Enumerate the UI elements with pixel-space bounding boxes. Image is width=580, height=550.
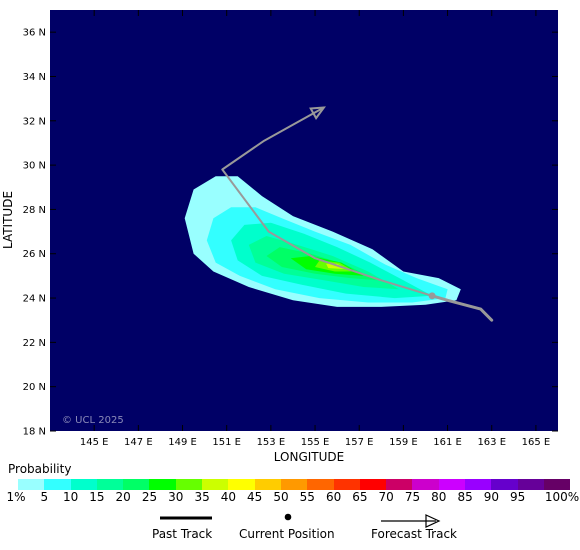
legend-tick: 30	[168, 490, 184, 504]
axis-ticks: 36 N 34 N 32 N 30 N 28 N 26 N 24 N 22 N 20 N 18 N…	[23, 10, 558, 448]
legend-swatch	[123, 479, 150, 490]
legend-swatch	[438, 479, 466, 490]
current-position-label: Current Position	[239, 527, 335, 541]
legend-tick: 85	[457, 490, 473, 504]
lon-tick-label: 163 E	[477, 437, 506, 448]
legend-tick: 100%	[544, 490, 580, 504]
legend-swatch	[412, 479, 439, 490]
legend-tick: 15	[89, 490, 105, 504]
legend-swatch	[491, 479, 518, 490]
legend-tick: 90	[483, 490, 500, 504]
lon-tick-label: 155 E	[301, 437, 330, 448]
legend-tick: 55	[299, 490, 315, 504]
legend-tick: 50	[273, 490, 289, 504]
forecast-track-arrow	[381, 514, 441, 528]
lat-tick-label: 28 N	[23, 205, 46, 216]
y-axis-title: LATITUDE	[1, 191, 15, 249]
legend-swatch	[359, 479, 387, 490]
legend-swatch	[149, 479, 176, 490]
watermark: © UCL 2025	[62, 415, 124, 426]
storm-tracks	[221, 106, 494, 322]
legend-tick: 65	[352, 490, 368, 504]
forecast-arrowhead	[309, 106, 326, 120]
lat-tick-label: 18 N	[23, 427, 46, 438]
lon-tick-label: 159 E	[389, 437, 418, 448]
legend-tick: 75	[404, 490, 421, 504]
legend-title: Probability	[8, 462, 72, 476]
legend-tick: 45	[247, 490, 263, 504]
legend-swatch	[280, 479, 308, 490]
legend-swatch	[333, 479, 360, 490]
current-position-dot	[284, 513, 292, 521]
legend-swatch	[202, 479, 229, 490]
track-key: Past Track Current Position Forecast Tra…	[0, 510, 580, 542]
legend-swatch	[386, 479, 413, 490]
legend-swatch	[517, 479, 544, 490]
lat-tick-label: 26 N	[23, 249, 46, 260]
lon-tick-label: 157 E	[345, 437, 374, 448]
legend-tick: 5	[40, 490, 49, 504]
lat-tick-label: 36 N	[23, 28, 46, 39]
legend-swatch	[18, 479, 45, 490]
legend-swatch	[543, 479, 571, 490]
legend-tick: 25	[141, 490, 158, 504]
past-track-label: Past Track	[152, 527, 213, 541]
legend-tick: 95	[510, 490, 526, 504]
legend-tick: 1%	[6, 490, 26, 504]
legend-tick: 20	[115, 490, 131, 504]
lon-tick-label: 147 E	[124, 437, 153, 448]
legend-color-bar	[18, 479, 571, 490]
forecast-track-label: Forecast Track	[371, 527, 457, 541]
forecast-track	[221, 106, 433, 297]
lat-tick-label: 32 N	[23, 116, 46, 127]
lat-tick-label: 34 N	[23, 72, 46, 83]
legend-tick: 80	[431, 490, 447, 504]
lon-tick-label: 145 E	[80, 437, 109, 448]
legend-swatch	[465, 479, 492, 490]
legend-swatch	[175, 479, 203, 490]
lat-tick-label: 24 N	[23, 294, 46, 305]
lon-tick-label: 153 E	[257, 437, 286, 448]
legend-tick: 35	[194, 490, 210, 504]
legend-tick-labels: 1% 5 10 15 20 25 30 35 40 45 50 55 60 65 70 75 80 85 90 95 1…	[0, 490, 580, 506]
past-track	[430, 294, 494, 322]
legend-swatch	[228, 479, 255, 490]
lon-tick-label: 161 E	[433, 437, 462, 448]
legend-tick: 40	[220, 490, 237, 504]
x-axis-title: LONGITUDE	[274, 450, 344, 464]
legend-tick: 10	[62, 490, 79, 504]
past-track-line	[160, 516, 212, 520]
lat-tick-label: 30 N	[23, 161, 46, 172]
legend-swatch	[254, 479, 281, 490]
legend-tick: 70	[378, 490, 394, 504]
lon-tick-label: 165 E	[522, 437, 551, 448]
lat-tick-label: 20 N	[23, 382, 46, 393]
lon-tick-label: 151 E	[212, 437, 241, 448]
lon-tick-label: 149 E	[168, 437, 197, 448]
legend-swatch	[70, 479, 97, 490]
legend-swatch	[307, 479, 334, 490]
legend-swatch	[44, 479, 71, 490]
current-position-marker	[428, 292, 436, 300]
lat-tick-label: 22 N	[23, 338, 46, 349]
legend-swatch	[96, 479, 124, 490]
legend-tick: 60	[325, 490, 342, 504]
